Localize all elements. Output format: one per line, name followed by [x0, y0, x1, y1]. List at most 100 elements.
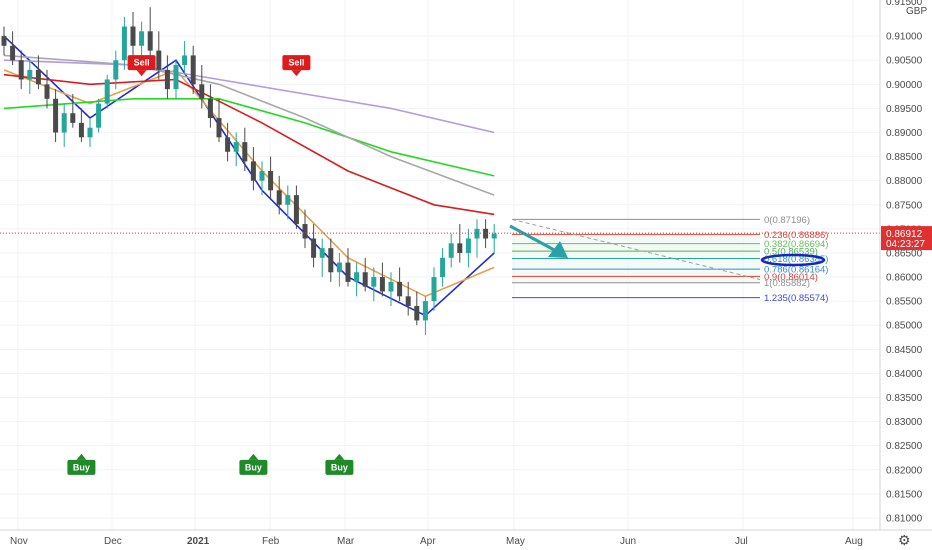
- candle-body: [276, 190, 282, 205]
- signal-label: Sell: [288, 58, 304, 68]
- candle-body: [302, 224, 308, 239]
- moving-average-line: [3, 98, 495, 177]
- y-tick-label-top: 0.91500: [886, 0, 923, 8]
- y-tick-label: 0.88500: [886, 152, 923, 163]
- candle-body: [173, 65, 179, 90]
- x-tick-label: Dec: [104, 536, 122, 547]
- fib-price: 0.85882: [772, 278, 806, 289]
- countdown-timer: 04:23:27: [886, 239, 925, 250]
- candle-body: [319, 248, 325, 258]
- signal-label: Buy: [331, 462, 348, 472]
- y-tick-label: 0.89000: [886, 128, 923, 139]
- y-tick-label: 0.81000: [886, 513, 923, 524]
- chart-grid: [0, 0, 880, 530]
- y-tick-label: 0.90000: [886, 80, 923, 91]
- fib-ratio: 0.618: [764, 254, 788, 265]
- arrow-shaft: [509, 224, 559, 254]
- candle-body: [87, 127, 93, 138]
- y-tick-label: 0.90500: [886, 56, 923, 67]
- fib-price: 0.86164: [791, 265, 825, 276]
- x-tick-label: Aug: [845, 536, 863, 547]
- candle-body: [225, 137, 231, 152]
- candle-body: [259, 171, 265, 181]
- sell-signal-badge: [127, 55, 156, 71]
- candle-body: [35, 69, 41, 85]
- fib-price: 0.86886: [791, 230, 825, 241]
- candle-body: [130, 26, 136, 46]
- fib-paren-open: (: [788, 293, 792, 304]
- x-tick-label: May: [506, 536, 525, 547]
- y-tick-label: 0.83500: [886, 393, 923, 404]
- candle-body: [156, 50, 162, 70]
- candle-body: [1, 36, 7, 46]
- fib-price: 0.86385: [791, 254, 825, 265]
- fib-paren-open: (: [777, 247, 781, 258]
- last-price-badge: [881, 226, 932, 251]
- moving-average-line: [3, 54, 495, 196]
- candle-body: [414, 305, 420, 321]
- last-price-value: 0.86912: [886, 229, 923, 240]
- candle-body: [250, 161, 256, 181]
- fib-paren-close: ): [825, 254, 828, 265]
- fib-ratio: 0.382: [764, 239, 788, 250]
- fib-ratio: 1: [764, 278, 769, 289]
- candle-body: [268, 171, 274, 191]
- candle-body: [285, 195, 291, 205]
- settings-gear-icon[interactable]: ⚙: [898, 532, 911, 548]
- y-tick-label: 0.84500: [886, 345, 923, 356]
- candle-body: [448, 243, 454, 258]
- price-axis-panel: [880, 0, 932, 550]
- arrow-head: [548, 241, 568, 258]
- candle-body: [397, 281, 403, 297]
- candle-body: [233, 142, 239, 152]
- fib-ratio: 0.9: [764, 272, 777, 283]
- sell-signal-badge: [282, 55, 311, 71]
- candle-body: [164, 69, 170, 90]
- fib-paren-close: ): [807, 215, 810, 226]
- candle-body: [18, 60, 24, 80]
- moving-averages: [3, 35, 495, 317]
- x-tick-label: 2021: [187, 536, 210, 547]
- candle-body: [190, 55, 196, 85]
- candle-body: [139, 31, 145, 46]
- candle-body: [53, 98, 59, 133]
- signal-label: Buy: [245, 462, 262, 472]
- y-tick-label: 0.88000: [886, 176, 923, 187]
- y-tick-label: 0.82000: [886, 465, 923, 476]
- fib-paren-open: (: [788, 254, 792, 265]
- signal-label: Sell: [134, 58, 150, 68]
- fib-paren-close: ): [807, 278, 810, 289]
- moving-average-line: [3, 35, 495, 317]
- y-tick-label: 0.87500: [886, 200, 923, 211]
- moving-average-line: [3, 73, 495, 216]
- x-tick-label: Feb: [262, 536, 280, 547]
- candle-body: [44, 84, 50, 99]
- candle-body: [465, 238, 471, 253]
- candle-body: [311, 238, 317, 258]
- candle-body: [96, 103, 102, 128]
- candle-body: [104, 79, 110, 104]
- annotation-arrow: [509, 224, 568, 258]
- y-tick-label: 0.84000: [886, 369, 923, 380]
- signal-label: Buy: [73, 462, 90, 472]
- candle-body: [491, 233, 497, 239]
- candle-body: [182, 55, 188, 66]
- fib-trendline: [511, 218, 761, 280]
- fib-level-label: 0.236(0.86886): [764, 230, 828, 241]
- candles: [1, 7, 497, 335]
- candle-body: [354, 272, 360, 282]
- candle-body: [440, 257, 446, 278]
- candle-body: [78, 122, 84, 138]
- fib-paren-close: ): [825, 293, 828, 304]
- candle-body: [474, 228, 480, 239]
- x-tick-label: Nov: [10, 536, 28, 547]
- fib-paren-close: ): [815, 272, 818, 283]
- y-tick-label: 0.81500: [886, 489, 923, 500]
- candle-body: [405, 296, 411, 306]
- fib-paren-close: ): [825, 239, 828, 250]
- buy-signal-badge: [239, 459, 268, 475]
- fib-level-label: 0(0.87196): [764, 215, 810, 226]
- time-axis-panel: [0, 530, 932, 550]
- fib-level-label: 0.618(0.86385): [764, 254, 828, 265]
